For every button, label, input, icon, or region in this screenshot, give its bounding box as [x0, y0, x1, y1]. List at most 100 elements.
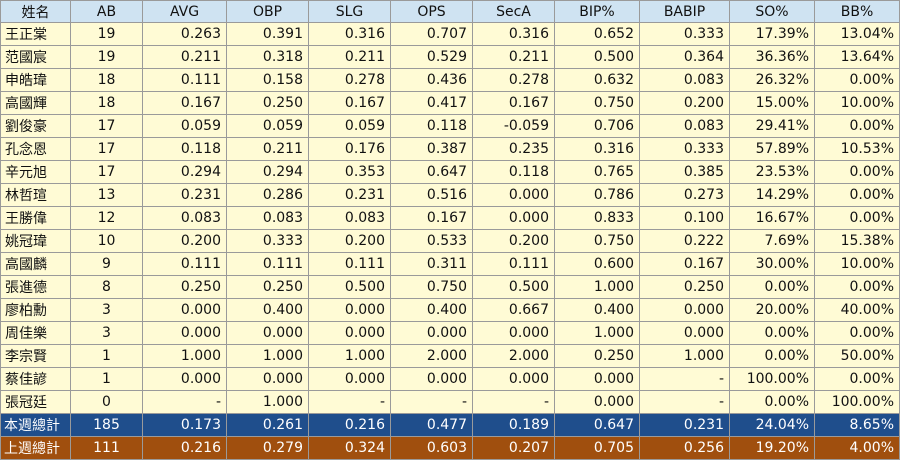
stat-cell-obp: 0.294 — [226, 160, 309, 184]
stat-cell-avg: 0.211 — [142, 45, 227, 69]
player-name-cell: 周佳樂 — [0, 321, 71, 345]
stat-cell-babip: 0.000 — [639, 298, 730, 322]
stat-cell-ops: 0.516 — [390, 183, 473, 207]
table-body: 王正棠 19 0.263 0.391 0.316 0.707 0.316 0.652 0.333… — [0, 22, 900, 460]
stat-cell-so-pct: 20.00% — [729, 298, 815, 322]
stat-cell-ops: 0.000 — [390, 321, 473, 345]
stat-cell-so-pct: 17.39% — [729, 22, 815, 46]
stat-cell-seca: 0.667 — [472, 298, 555, 322]
stat-cell-slg: 0.353 — [308, 160, 391, 184]
player-name-cell: 辛元旭 — [0, 160, 71, 184]
stat-cell-seca: 0.000 — [472, 183, 555, 207]
header-row: 姓名 AB AVG OBP SLG OPS SecA BIP% BABIP SO% BB% — [0, 0, 900, 23]
player-name-cell: 劉俊豪 — [0, 114, 71, 138]
stat-cell-ops: 0.647 — [390, 160, 473, 184]
stat-cell-babip: 0.200 — [639, 91, 730, 115]
stat-cell-bip-pct: 0.500 — [554, 45, 640, 69]
table-row: 高國輝 18 0.167 0.250 0.167 0.417 0.167 0.750 0.200… — [0, 91, 900, 115]
stat-cell-so-pct: 16.67% — [729, 206, 815, 230]
total-cell-avg: 0.216 — [142, 436, 227, 460]
stat-cell-bip-pct: 1.000 — [554, 321, 640, 345]
stat-cell-babip: 0.000 — [639, 321, 730, 345]
stat-cell-ab: 3 — [70, 298, 143, 322]
stat-cell-obp: 1.000 — [226, 390, 309, 414]
stat-cell-avg: 0.000 — [142, 321, 227, 345]
stat-cell-slg: 0.316 — [308, 22, 391, 46]
stat-cell-avg: 0.294 — [142, 160, 227, 184]
table-row: 劉俊豪 17 0.059 0.059 0.059 0.118 -0.059 0.706 0.08… — [0, 114, 900, 138]
stat-cell-ops: 0.118 — [390, 114, 473, 138]
stat-cell-ops: 0.533 — [390, 229, 473, 253]
stat-cell-avg: 0.167 — [142, 91, 227, 115]
stat-cell-babip: 0.083 — [639, 68, 730, 92]
stat-cell-slg: 0.176 — [308, 137, 391, 161]
stat-cell-obp: 0.250 — [226, 275, 309, 299]
total-cell-babip: 0.256 — [639, 436, 730, 460]
stat-cell-avg: 0.118 — [142, 137, 227, 161]
stat-cell-babip: 0.333 — [639, 137, 730, 161]
stat-cell-so-pct: 26.32% — [729, 68, 815, 92]
stat-cell-avg: 0.111 — [142, 252, 227, 276]
stat-cell-seca: -0.059 — [472, 114, 555, 138]
table-row: 廖柏勳 3 0.000 0.400 0.000 0.400 0.667 0.400 0.000 2… — [0, 298, 900, 322]
column-header-obp: OBP — [226, 0, 309, 23]
stat-cell-bb-pct: 13.64% — [814, 45, 900, 69]
stat-cell-slg: 0.083 — [308, 206, 391, 230]
stat-cell-seca: 0.118 — [472, 160, 555, 184]
stat-cell-slg: 0.000 — [308, 367, 391, 391]
this-week-total-row: 本週總計 185 0.173 0.261 0.216 0.477 0.189 0.647 0.2… — [0, 413, 900, 437]
stat-cell-slg: 0.000 — [308, 321, 391, 345]
stat-cell-ops: 0.167 — [390, 206, 473, 230]
table-row: 蔡佳諺 1 0.000 0.000 0.000 0.000 0.000 0.000-100.0… — [0, 367, 900, 391]
stat-cell-babip: 0.167 — [639, 252, 730, 276]
stat-cell-bb-pct: 0.00% — [814, 114, 900, 138]
player-name-cell: 孔念恩 — [0, 137, 71, 161]
player-name-cell: 申皓瑋 — [0, 68, 71, 92]
stat-cell-bip-pct: 0.316 — [554, 137, 640, 161]
column-header-bip-pct: BIP% — [554, 0, 640, 23]
stat-cell-ops: 0.707 — [390, 22, 473, 46]
stat-cell-avg: 1.000 — [142, 344, 227, 368]
stat-cell-obp: 0.158 — [226, 68, 309, 92]
total-cell-ops: 0.477 — [390, 413, 473, 437]
stat-cell-slg: 0.000 — [308, 298, 391, 322]
stat-cell-ab: 1 — [70, 367, 143, 391]
table-row: 張冠廷 0-1.000- - -0.000-0.00% 100.00% — [0, 390, 900, 414]
player-name-cell: 廖柏勳 — [0, 298, 71, 322]
stat-cell-so-pct: 14.29% — [729, 183, 815, 207]
stat-cell-ops: 0.417 — [390, 91, 473, 115]
stat-cell-ab: 0 — [70, 390, 143, 414]
table-row: 林哲瑄 13 0.231 0.286 0.231 0.516 0.000 0.786 0.273… — [0, 183, 900, 207]
stat-cell-avg: 0.263 — [142, 22, 227, 46]
stat-cell-babip: - — [639, 390, 730, 414]
stat-cell-ops: 0.311 — [390, 252, 473, 276]
table-row: 姚冠瑋 10 0.200 0.333 0.200 0.533 0.200 0.750 0.222… — [0, 229, 900, 253]
stat-cell-seca: - — [472, 390, 555, 414]
stat-cell-bip-pct: 0.833 — [554, 206, 640, 230]
stat-cell-avg: - — [142, 390, 227, 414]
column-header-seca: SecA — [472, 0, 555, 23]
stat-cell-avg: 0.250 — [142, 275, 227, 299]
total-label-cell: 本週總計 — [0, 413, 71, 437]
stat-cell-so-pct: 7.69% — [729, 229, 815, 253]
stat-cell-ops: 0.400 — [390, 298, 473, 322]
stat-cell-obp: 1.000 — [226, 344, 309, 368]
stat-cell-bb-pct: 50.00% — [814, 344, 900, 368]
total-cell-bb-pct: 4.00% — [814, 436, 900, 460]
stat-cell-avg: 0.111 — [142, 68, 227, 92]
stat-cell-seca: 0.000 — [472, 321, 555, 345]
total-cell-slg: 0.324 — [308, 436, 391, 460]
stat-cell-ab: 19 — [70, 22, 143, 46]
total-cell-ab: 111 — [70, 436, 143, 460]
column-header-so-pct: SO% — [729, 0, 815, 23]
stat-cell-seca: 0.211 — [472, 45, 555, 69]
stat-cell-obp: 0.211 — [226, 137, 309, 161]
stat-cell-avg: 0.000 — [142, 367, 227, 391]
table-row: 張進德 8 0.250 0.250 0.500 0.750 0.500 1.000 0.250 0… — [0, 275, 900, 299]
table-row: 孔念恩 17 0.118 0.211 0.176 0.387 0.235 0.316 0.333… — [0, 137, 900, 161]
stat-cell-obp: 0.333 — [226, 229, 309, 253]
column-header-ab: AB — [70, 0, 143, 23]
stat-cell-bb-pct: 10.00% — [814, 91, 900, 115]
stat-cell-seca: 0.235 — [472, 137, 555, 161]
stat-cell-bip-pct: 0.600 — [554, 252, 640, 276]
